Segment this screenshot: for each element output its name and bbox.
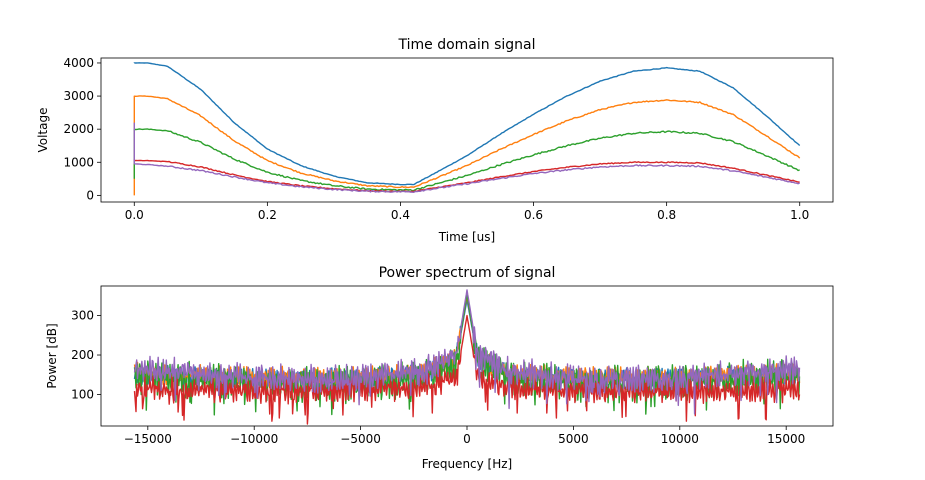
time-domain-series-group xyxy=(133,62,801,196)
y-tick-label: 1000 xyxy=(63,155,94,169)
x-tick-label: −5000 xyxy=(340,432,381,446)
power-spectrum-series-line xyxy=(133,289,801,415)
time-domain-xlabel: Time [us] xyxy=(438,230,495,244)
x-tick-label: −10000 xyxy=(230,432,278,446)
y-tick-label: 2000 xyxy=(63,122,94,136)
x-tick-label: 15000 xyxy=(767,432,805,446)
time-domain-series-line xyxy=(133,159,800,193)
time-domain-frame xyxy=(100,57,834,203)
y-tick-label: 300 xyxy=(71,309,94,323)
time-domain-series-line xyxy=(133,62,801,186)
x-tick-label: 10000 xyxy=(661,432,699,446)
x-tick-label: 5000 xyxy=(558,432,589,446)
x-tick-label: 0.6 xyxy=(524,208,543,222)
power-spectrum-series-group xyxy=(133,289,801,425)
time-domain-series-line xyxy=(133,128,800,192)
time-domain-series-line xyxy=(133,95,801,196)
y-tick-label: 0 xyxy=(86,188,94,202)
x-tick-label: 0.2 xyxy=(258,208,277,222)
x-tick-label: −15000 xyxy=(124,432,172,446)
y-tick-label: 200 xyxy=(71,348,94,362)
time-domain-ylabel: Voltage xyxy=(36,107,50,152)
x-tick-label: 0.0 xyxy=(125,208,144,222)
power-spectrum-xlabel: Frequency [Hz] xyxy=(422,457,513,471)
y-tick-label: 3000 xyxy=(63,89,94,103)
power-spectrum-axes: Power spectrum of signal −15000 −10000 −50… xyxy=(45,265,834,471)
y-tick-label: 100 xyxy=(71,387,94,401)
time-domain-axes: Time domain signal 0.0 0.2 0.4 0.6 0.8 1.0 0 10… xyxy=(36,37,834,244)
power-spectrum-ticks: −15000 −10000 −5000 0 5000 10000 15000 100 200 30… xyxy=(71,309,805,446)
power-spectrum-ylabel: Power [dB] xyxy=(45,323,59,388)
time-domain-series-line xyxy=(133,122,801,193)
x-tick-label: 1.0 xyxy=(790,208,809,222)
time-domain-ticks: 0.0 0.2 0.4 0.6 0.8 1.0 0 1000 2000 3000 4000 xyxy=(63,56,809,222)
power-spectrum-series-line xyxy=(133,314,801,425)
y-tick-label: 4000 xyxy=(63,56,94,70)
power-spectrum-title: Power spectrum of signal xyxy=(379,265,556,281)
x-tick-label: 0.8 xyxy=(657,208,676,222)
x-tick-label: 0 xyxy=(463,432,471,446)
x-tick-label: 0.4 xyxy=(391,208,410,222)
time-domain-title: Time domain signal xyxy=(397,37,535,53)
